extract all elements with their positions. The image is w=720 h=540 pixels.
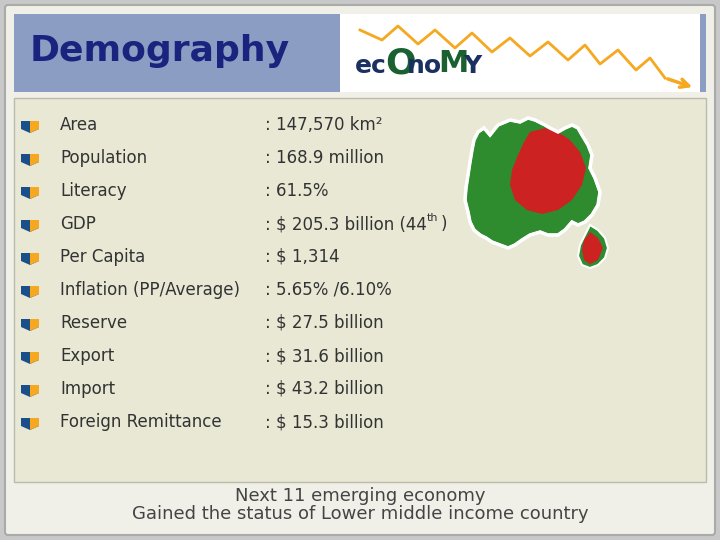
Polygon shape: [30, 253, 39, 265]
Polygon shape: [21, 286, 39, 298]
Polygon shape: [21, 319, 39, 331]
FancyBboxPatch shape: [5, 5, 715, 535]
Text: : $ 31.6 billion: : $ 31.6 billion: [265, 347, 384, 365]
Text: Per Capita: Per Capita: [60, 248, 145, 266]
Text: Area: Area: [60, 116, 98, 134]
Text: : 147,570 km²: : 147,570 km²: [265, 116, 382, 134]
Polygon shape: [21, 121, 39, 133]
Text: Gained the status of Lower middle income country: Gained the status of Lower middle income…: [132, 505, 588, 523]
Text: : 5.65% /6.10%: : 5.65% /6.10%: [265, 281, 392, 299]
Polygon shape: [21, 253, 39, 265]
Text: : 168.9 million: : 168.9 million: [265, 149, 384, 167]
Text: : $ 15.3 billion: : $ 15.3 billion: [265, 413, 384, 431]
Polygon shape: [21, 385, 39, 397]
Text: Y: Y: [463, 54, 481, 78]
Polygon shape: [30, 352, 39, 364]
Text: O: O: [385, 46, 415, 80]
Polygon shape: [30, 418, 39, 430]
Text: Population: Population: [60, 149, 147, 167]
Text: Literacy: Literacy: [60, 182, 127, 200]
Text: : $ 205.3 billion (44: : $ 205.3 billion (44: [265, 215, 427, 233]
Text: M: M: [438, 49, 469, 78]
Polygon shape: [21, 154, 39, 166]
FancyBboxPatch shape: [340, 14, 700, 92]
Text: Reserve: Reserve: [60, 314, 127, 332]
Text: : 61.5%: : 61.5%: [265, 182, 328, 200]
Text: Import: Import: [60, 380, 115, 398]
Polygon shape: [30, 286, 39, 298]
Text: Export: Export: [60, 347, 114, 365]
Text: : $ 27.5 billion: : $ 27.5 billion: [265, 314, 384, 332]
Text: ): ): [441, 215, 448, 233]
Text: Inflation (PP/Average): Inflation (PP/Average): [60, 281, 240, 299]
Polygon shape: [21, 220, 39, 232]
Text: GDP: GDP: [60, 215, 96, 233]
Polygon shape: [30, 385, 39, 397]
Text: th: th: [427, 213, 438, 223]
Text: Foreign Remittance: Foreign Remittance: [60, 413, 222, 431]
Text: Demography: Demography: [30, 34, 290, 68]
Polygon shape: [30, 187, 39, 199]
Polygon shape: [465, 118, 600, 248]
Polygon shape: [510, 128, 586, 214]
Polygon shape: [30, 319, 39, 331]
Text: no: no: [407, 54, 442, 78]
Text: ec: ec: [355, 54, 387, 78]
Polygon shape: [30, 121, 39, 133]
Polygon shape: [21, 418, 39, 430]
FancyBboxPatch shape: [14, 98, 706, 482]
Polygon shape: [582, 232, 603, 264]
Polygon shape: [21, 187, 39, 199]
Polygon shape: [30, 220, 39, 232]
FancyBboxPatch shape: [14, 14, 706, 92]
Text: Next 11 emerging economy: Next 11 emerging economy: [235, 487, 485, 505]
Polygon shape: [30, 154, 39, 166]
Text: : $ 1,314: : $ 1,314: [265, 248, 340, 266]
Text: : $ 43.2 billion: : $ 43.2 billion: [265, 380, 384, 398]
Polygon shape: [21, 352, 39, 364]
Polygon shape: [578, 225, 608, 268]
